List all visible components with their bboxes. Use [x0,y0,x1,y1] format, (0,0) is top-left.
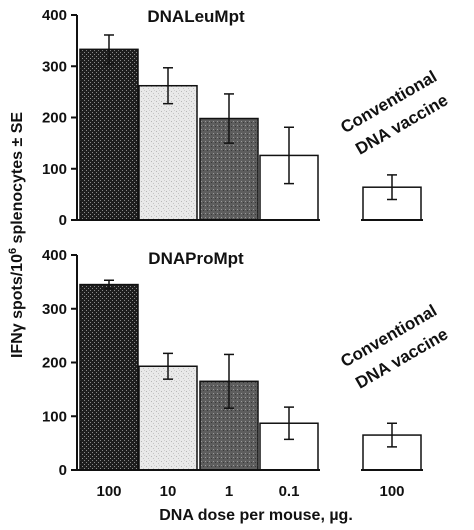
panel-title: DNALeuMpt [147,7,245,26]
error-bar-4 [284,406,294,441]
y-tick-label: 400 [42,247,67,264]
error-bar-5 [387,174,397,201]
error-bar-5 [387,422,397,448]
y-axis-label: IFNγ spots/106 splenocytes ± SE [7,112,26,358]
x-tick-label: 1 [225,483,233,500]
y-tick-label: 300 [42,58,67,75]
error-bar-1 [104,34,114,65]
y-tick-label: 100 [42,408,67,425]
y-tick-label: 0 [59,462,67,479]
x-axis-label: DNA dose per mouse, µg. [159,507,353,524]
error-bar-2 [163,67,173,105]
y-tick-label: 200 [42,355,67,372]
error-bar-4 [284,126,294,185]
y-tick-label: 0 [59,212,67,229]
bar-1 [79,48,139,221]
bar-5 [362,434,422,471]
bar-1 [79,283,139,471]
y-tick-label: 300 [42,301,67,318]
bar-2 [138,84,198,221]
y-tick-label: 100 [42,161,67,178]
error-bar-3 [224,353,234,409]
x-tick-labels: 100 10 1 0.1 100 [96,483,404,500]
x-tick-label: 0.1 [279,483,300,500]
error-bar-3 [224,93,234,144]
bar-2 [138,365,198,471]
y-tick-label: 400 [42,7,67,24]
error-bar-2 [163,352,173,380]
x-tick-label: 100 [379,483,404,500]
x-tick-label: 100 [96,483,121,500]
y-tick-label: 200 [42,110,67,127]
error-bar-1 [104,279,114,290]
x-tick-label: 10 [160,483,177,500]
panel-title: DNAProMpt [148,249,244,268]
